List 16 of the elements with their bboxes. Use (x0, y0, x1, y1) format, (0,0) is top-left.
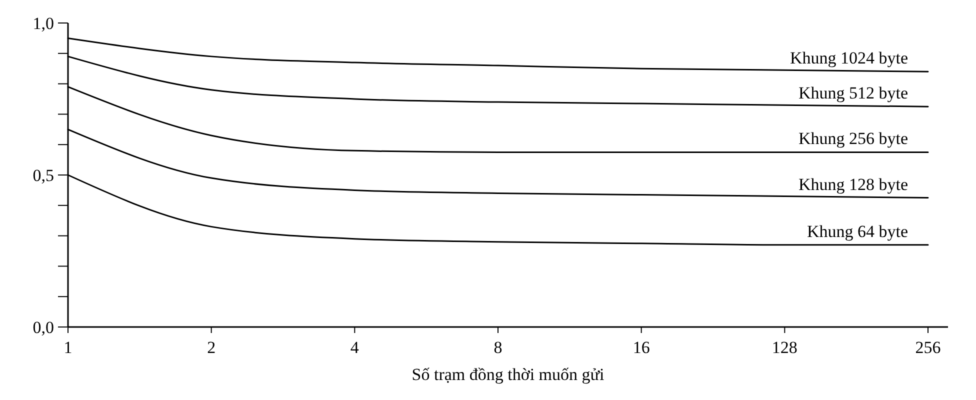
x-tick-label: 1 (64, 338, 72, 357)
series-label: Khung 512 byte (798, 84, 908, 103)
series-label: Khung 1024 byte (790, 48, 908, 68)
x-axis-title: Số trạm đồng thời muốn gửi (412, 365, 604, 384)
x-tick-label: 4 (350, 338, 360, 357)
series-label: Khung 64 byte (806, 222, 908, 241)
y-tick-label: 0,5 (32, 166, 54, 185)
series-label: Khung 256 byte (798, 129, 908, 148)
series-label: Khung 128 byte (798, 174, 908, 194)
x-tick-label: 128 (772, 338, 798, 357)
x-tick-label: 16 (632, 338, 650, 357)
y-tick-label: 0,0 (32, 318, 54, 337)
y-tick-label: 1,0 (32, 14, 54, 33)
x-tick-label: 2 (207, 338, 216, 357)
x-tick-label: 8 (494, 338, 502, 357)
x-tick-label: 256 (915, 338, 941, 357)
